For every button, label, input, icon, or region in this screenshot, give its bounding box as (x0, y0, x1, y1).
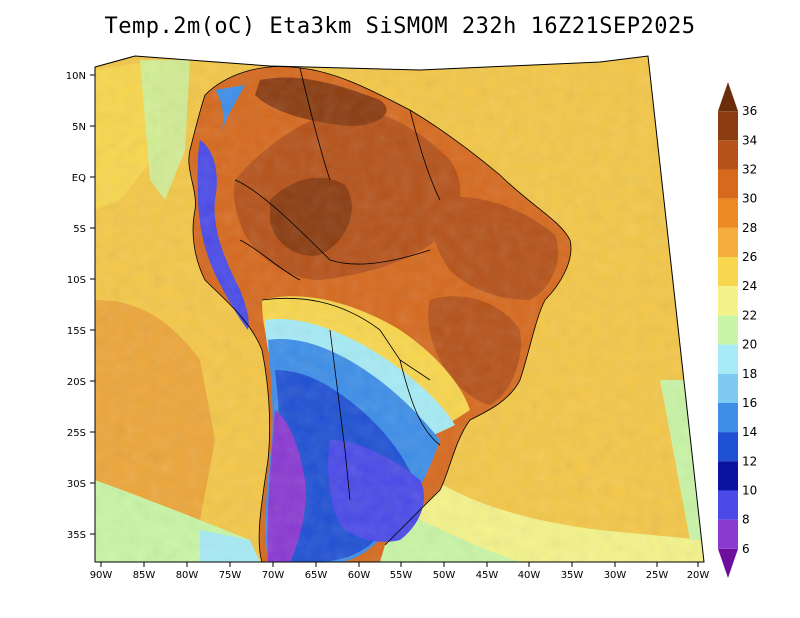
lon-label: 65W (305, 570, 328, 581)
colorbar-swatch (718, 490, 738, 520)
lon-label: 25W (646, 570, 669, 581)
lon-tick: 70W (262, 562, 285, 581)
lon-tick: 75W (219, 562, 242, 581)
lat-label: 10N (66, 71, 86, 82)
country-borders (188, 66, 572, 562)
lon-tick: 50W (433, 562, 456, 581)
colorbar-label: 36 (742, 104, 757, 118)
lat-tick: 25S (67, 428, 95, 439)
lat-label: 20S (67, 377, 86, 388)
lon-label: 75W (219, 570, 242, 581)
lon-tick: 60W (348, 562, 371, 581)
lat-label: 5N (72, 122, 86, 133)
colorbar-label: 14 (742, 425, 757, 439)
colorbar-swatch (718, 140, 738, 170)
lat-label: 15S (67, 326, 86, 337)
colorbar-label: 28 (742, 221, 757, 235)
lon-label: 85W (133, 570, 156, 581)
lon-tick: 80W (176, 562, 199, 581)
map-title: Temp.2m(oC) Eta3km SiSMOM 232h 16Z21SEP2… (104, 14, 696, 39)
lon-tick: 65W (305, 562, 328, 581)
colorbar-swatch (718, 432, 738, 462)
colorbar-label: 18 (742, 367, 757, 381)
colorbar-label: 22 (742, 308, 757, 322)
lat-label: 30S (67, 479, 86, 490)
colorbar-label: 6 (742, 542, 750, 556)
lat-tick: 5N (72, 122, 95, 133)
lat-tick: 10N (66, 71, 95, 82)
lat-label: 10S (67, 275, 86, 286)
lon-tick: 40W (518, 562, 541, 581)
lon-tick: 85W (133, 562, 156, 581)
colorbar-swatch (718, 315, 738, 345)
colorbar-top-arrow (718, 82, 738, 112)
lat-label: 5S (73, 224, 86, 235)
colorbar-swatch (718, 111, 738, 141)
temperature-field (95, 56, 704, 562)
colorbar-label: 8 (742, 513, 750, 527)
colorbar-swatch (718, 402, 738, 433)
colorbar-label: 16 (742, 396, 757, 410)
lat-tick: 5S (73, 224, 95, 235)
lon-label: 70W (262, 570, 285, 581)
lon-label: 20W (687, 570, 710, 581)
lat-tick: EQ (72, 173, 95, 184)
colorbar-label: 30 (742, 192, 757, 206)
lat-tick: 30S (67, 479, 95, 490)
map-frame (94, 55, 705, 563)
lon-tick: 90W (90, 562, 113, 581)
lat-tick: 20S (67, 377, 95, 388)
colorbar-swatch (718, 344, 738, 374)
lon-label: 80W (176, 570, 199, 581)
lon-label: 55W (390, 570, 413, 581)
colorbar-label: 12 (742, 454, 757, 468)
lat-label: 25S (67, 428, 86, 439)
lon-tick: 20W (687, 562, 710, 581)
colorbar-swatch (718, 169, 738, 199)
colorbar-swatch (718, 257, 738, 287)
lon-tick: 55W (390, 562, 413, 581)
lon-label: 60W (348, 570, 371, 581)
colorbar-swatch (718, 373, 738, 403)
colorbar: 36 34 32 30 28 26 24 22 20 18 16 14 12 10 8 6 (718, 82, 757, 578)
lon-label: 90W (90, 570, 113, 581)
colorbar-label: 34 (742, 133, 757, 147)
lon-tick: 25W (646, 562, 669, 581)
lon-tick: 35W (561, 562, 584, 581)
colorbar-swatch (718, 198, 738, 228)
lat-tick: 15S (67, 326, 95, 337)
lon-tick: 45W (476, 562, 499, 581)
lat-tick: 10S (67, 275, 95, 286)
lon-label: 50W (433, 570, 456, 581)
colorbar-swatch (718, 227, 738, 258)
colorbar-label: 24 (742, 279, 757, 293)
lon-label: 45W (476, 570, 499, 581)
lon-label: 35W (561, 570, 584, 581)
colorbar-swatch (718, 286, 738, 316)
lon-label: 40W (518, 570, 541, 581)
lat-tick: 35S (67, 530, 95, 541)
colorbar-swatch (718, 461, 738, 491)
colorbar-bottom-arrow (718, 548, 738, 578)
lon-tick: 30W (604, 562, 627, 581)
colorbar-swatch (718, 519, 738, 549)
latitude-axis: 10N 5N EQ 5S 10S 15S 20S 25S 30S 35S (66, 71, 95, 541)
colorbar-label: 20 (742, 338, 757, 352)
lon-label: 30W (604, 570, 627, 581)
lat-label: EQ (72, 173, 86, 184)
longitude-axis: 90W 85W 80W 75W 70W 65W 60W 55W 50W 45W … (90, 562, 710, 581)
colorbar-label: 10 (742, 483, 757, 497)
colorbar-label: 32 (742, 163, 757, 177)
colorbar-label: 26 (742, 250, 757, 264)
lat-label: 35S (67, 530, 86, 541)
